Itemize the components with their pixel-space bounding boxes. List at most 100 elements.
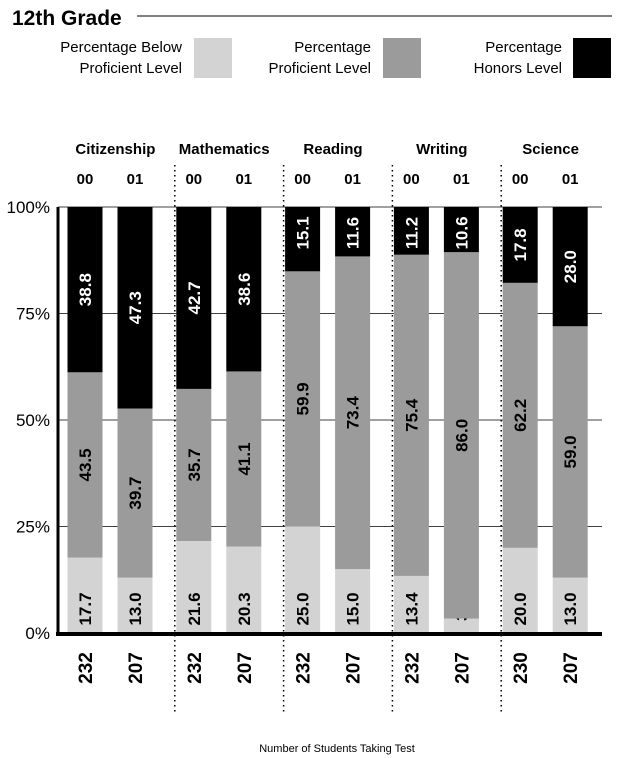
year-label: 00 [512, 171, 529, 188]
value-label-below: 13.0 [126, 592, 145, 625]
x-axis-label: Number of Students Taking Test [259, 743, 415, 755]
year-label: 01 [344, 171, 361, 188]
value-label-honors: 47.3 [126, 291, 145, 324]
student-count-label: 230 [511, 652, 532, 684]
value-label-proficient: 86.0 [452, 419, 471, 452]
bar-segment-below [67, 557, 103, 633]
year-label: 01 [453, 171, 470, 188]
bar-segment-below [285, 526, 321, 633]
value-label-proficient: 73.4 [344, 396, 363, 430]
bar-segment-honors [226, 207, 262, 372]
value-label-below: 20.0 [511, 592, 530, 625]
legend-swatch-below [194, 38, 232, 78]
value-label-proficient: 35.7 [185, 448, 204, 481]
bar-segment-below [335, 569, 371, 633]
y-tick-label: 75% [16, 305, 50, 324]
legend-swatch-honors [573, 38, 611, 78]
student-count-label: 207 [235, 652, 256, 684]
group-label: Citizenship [75, 141, 155, 158]
group-label: Mathematics [179, 141, 270, 158]
bar-segment-honors [117, 207, 153, 409]
group-label: Writing [416, 141, 467, 158]
legend: Percentage Below Proficient Level Percen… [60, 38, 611, 78]
value-label-honors: 17.8 [511, 228, 530, 261]
bar-segment-honors [393, 207, 429, 255]
value-label-proficient: 41.1 [235, 442, 254, 475]
bar-segment-honors [443, 207, 479, 253]
student-count-label: 232 [294, 652, 315, 684]
bar-segment-proficient [285, 271, 321, 527]
bar-segment-proficient [443, 252, 479, 619]
plot-area: 0% 25% 50% 75% 100% Citizenship 00 17.7 43.5 38.8… [7, 141, 602, 712]
bar-segment-honors [285, 207, 321, 272]
bar-segment-below [393, 575, 429, 633]
value-label-honors: 42.7 [185, 281, 204, 314]
value-label-below: 13.0 [561, 592, 580, 625]
bar-segment-proficient [67, 372, 103, 558]
bar-segment-honors [552, 207, 588, 327]
group-label: Science [522, 141, 579, 158]
legend-label-proficient-line2: Proficient Level [268, 60, 371, 77]
value-label-proficient: 59.0 [561, 435, 580, 468]
year-label: 00 [403, 171, 420, 188]
value-label-honors: 11.6 [344, 217, 363, 249]
bar-segment-proficient [502, 282, 538, 548]
value-label-honors: 38.8 [76, 273, 95, 306]
bar-segment-proficient [176, 388, 212, 541]
legend-label-below-line1: Percentage Below [60, 39, 182, 56]
y-tick-label: 25% [16, 518, 50, 537]
legend-label-honors-line1: Percentage [485, 39, 562, 56]
value-label-below: 21.6 [185, 592, 204, 625]
bar-segment-below [117, 577, 153, 633]
value-label-honors: 28.0 [561, 250, 580, 283]
year-label: 01 [235, 171, 252, 188]
value-label-below: 17.7 [76, 592, 95, 625]
student-count-label: 207 [561, 652, 582, 684]
bar-segment-below [552, 577, 588, 633]
bar-segment-proficient [117, 408, 153, 578]
value-label-proficient: 59.9 [294, 382, 313, 415]
legend-label-honors-line2: Honors Level [474, 60, 562, 77]
legend-label-below-line2: Proficient Level [79, 60, 182, 77]
student-count-label: 232 [185, 652, 206, 684]
year-label: 00 [185, 171, 202, 188]
y-tick-label: 0% [25, 624, 50, 643]
bar-segment-honors [67, 207, 103, 373]
bar-segment-honors [335, 207, 371, 257]
bar-segment-below [176, 540, 212, 633]
bar-segment-proficient [552, 326, 588, 578]
value-label-below: 15.0 [344, 592, 363, 625]
y-tick-label: 100% [7, 198, 50, 217]
value-label-below: 25.0 [294, 592, 313, 625]
value-label-below: 13.4 [402, 592, 421, 626]
chart-title: 12th Grade [12, 7, 122, 30]
bar-segment-honors [502, 207, 538, 283]
value-label-proficient: 39.7 [126, 477, 145, 510]
year-label: 00 [77, 171, 94, 188]
bar-segment-below [443, 618, 479, 633]
student-count-label: 207 [344, 652, 365, 684]
bar-segment-proficient [335, 256, 371, 570]
bar-segment-proficient [393, 254, 429, 576]
legend-swatch-proficient [383, 38, 421, 78]
y-tick-label: 50% [16, 411, 50, 430]
value-label-proficient: 62.2 [511, 399, 530, 432]
value-label-honors: 10.6 [452, 216, 471, 249]
value-label-honors: 15.1 [294, 216, 313, 249]
student-count-label: 207 [126, 652, 147, 684]
year-label: 01 [127, 171, 144, 188]
bar-segment-honors [176, 207, 212, 389]
student-count-label: 207 [452, 652, 473, 684]
student-count-label: 232 [402, 652, 423, 684]
legend-label-proficient-line1: Percentage [294, 39, 371, 56]
bar-segment-proficient [226, 371, 262, 547]
bar-segment-below [226, 546, 262, 633]
group-label: Reading [303, 141, 362, 158]
value-label-proficient: 75.4 [402, 398, 421, 432]
student-count-label: 232 [76, 652, 97, 684]
value-label-proficient: 43.5 [76, 448, 95, 481]
value-label-below: 20.3 [235, 592, 254, 625]
year-label: 01 [562, 171, 579, 188]
value-label-honors: 11.2 [402, 217, 421, 249]
